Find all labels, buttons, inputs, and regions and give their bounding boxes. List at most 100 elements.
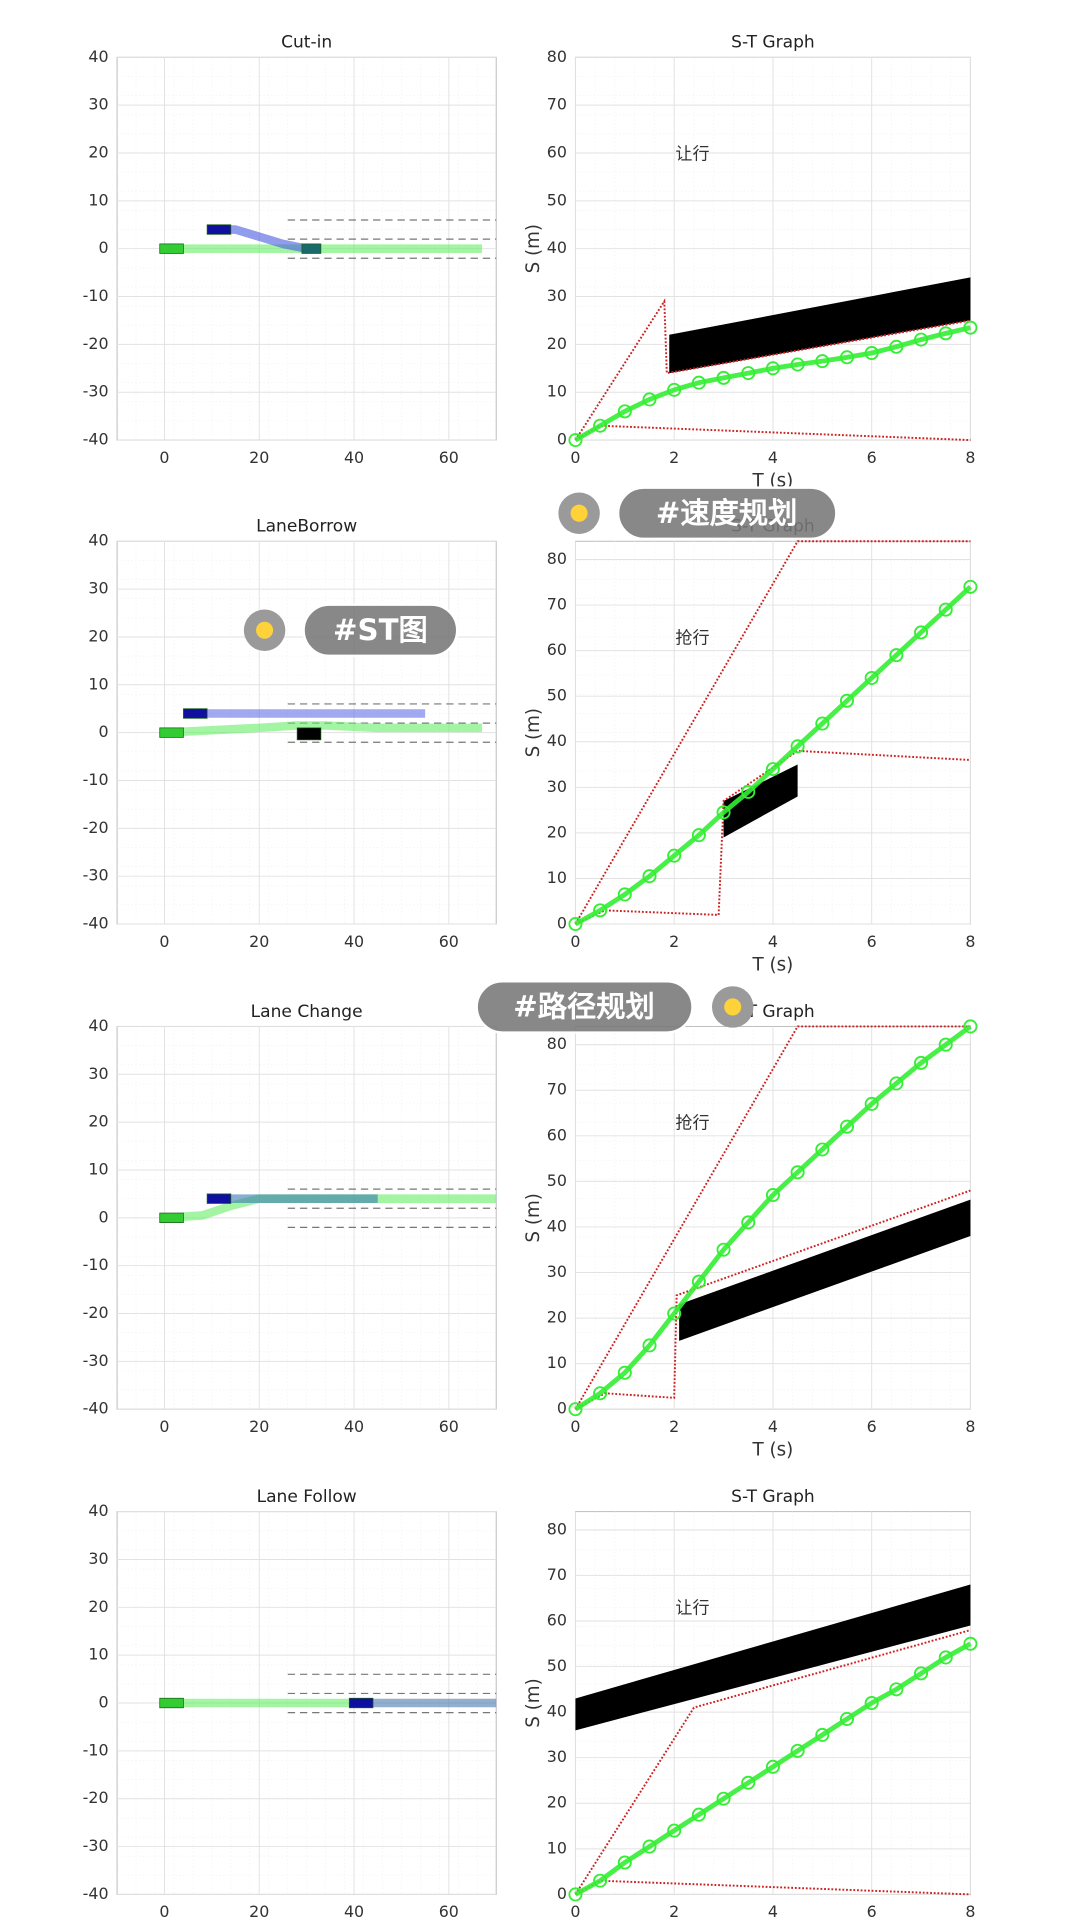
annotation: 抢行 — [675, 628, 709, 648]
x-tick-label: 2 — [669, 1902, 679, 1920]
trajectory-point — [617, 404, 632, 419]
y-tick-label: 30 — [88, 579, 108, 598]
y-tick-label: 70 — [547, 1080, 567, 1099]
y-tick-label: 40 — [88, 47, 108, 66]
tag-pill[interactable] — [616, 486, 838, 541]
y-tick-label: 60 — [547, 1610, 567, 1629]
x-tick-label: 60 — [439, 448, 459, 467]
trajectory-point — [716, 805, 731, 820]
y-tick-label: 30 — [88, 95, 108, 114]
x-tick-label: 4 — [768, 932, 778, 951]
tag-pill[interactable] — [302, 603, 459, 658]
x-tick-label: 40 — [344, 932, 364, 951]
trajectory-point — [642, 1839, 657, 1854]
trajectory-point — [864, 345, 879, 361]
trajectory-point — [963, 1019, 978, 1034]
vehicle-box — [206, 224, 232, 235]
tag-text[interactable]: #ST图 — [333, 613, 428, 647]
tag-text[interactable]: #速度规划 — [656, 496, 798, 530]
y-tick-label: 80 — [547, 1519, 567, 1538]
vehicle-box — [159, 1212, 184, 1223]
trajectory-point — [815, 354, 830, 369]
tag-pill[interactable] — [475, 980, 694, 1034]
trajectory-point — [938, 326, 953, 341]
trajectory-point — [963, 1636, 978, 1651]
trajectory-point — [963, 579, 978, 594]
trajectory-point — [889, 648, 904, 663]
tag-text[interactable]: #路径规划 — [513, 990, 655, 1024]
trajectory-point — [741, 784, 756, 799]
chart-panel: 0 20 40 60 -40 -30 -20 -10 0 10 20 30 40 LaneBorrow — [83, 517, 497, 951]
trajectory-point — [765, 762, 780, 777]
x-tick-label: 6 — [867, 448, 877, 467]
trajectory-point — [642, 869, 657, 884]
tag-dot-center — [570, 504, 588, 522]
obstacle — [723, 764, 798, 838]
x-tick-label: 20 — [249, 1902, 269, 1920]
trajectory-point — [667, 1823, 682, 1838]
trajectory-point — [790, 357, 805, 372]
tag-dot-center — [256, 621, 274, 639]
y-tick-label: 30 — [88, 1549, 108, 1568]
trajectory-point — [914, 1055, 929, 1070]
trajectory-point — [741, 1215, 756, 1230]
series-line — [164, 721, 482, 737]
y-tick-label: 0 — [98, 722, 108, 741]
y-tick-label: -10 — [83, 770, 109, 789]
y-tick-label: 50 — [547, 1171, 567, 1190]
y-tick-label: 50 — [547, 686, 567, 705]
y-tick-label: 10 — [88, 1645, 108, 1664]
trajectory-point — [716, 1791, 731, 1806]
x-tick-label: 6 — [867, 932, 877, 951]
y-tick-label: 40 — [88, 1016, 108, 1035]
trajectory-point — [691, 1807, 706, 1822]
x-tick-label: 0 — [570, 448, 580, 467]
series-line — [574, 585, 973, 927]
vehicle-box — [296, 727, 322, 741]
y-tick-label: 30 — [547, 1262, 567, 1281]
series-line — [574, 325, 971, 443]
x-tick-label: 6 — [867, 1902, 877, 1920]
x-tick-label: 0 — [570, 1902, 580, 1920]
obstacle — [575, 1584, 971, 1731]
vehicle-box — [159, 727, 184, 738]
chart-title: Cut-in — [281, 33, 332, 53]
trajectory-point — [568, 1402, 583, 1417]
y-tick-label: 20 — [88, 1112, 108, 1131]
y-tick-label: 20 — [88, 142, 108, 161]
y-tick-label: 70 — [547, 1565, 567, 1584]
y-tick-label: 60 — [547, 1125, 567, 1144]
y-tick-label: 10 — [547, 382, 567, 401]
x-tick-label: 2 — [669, 932, 679, 951]
y-tick-label: 10 — [547, 1838, 567, 1857]
x-tick-label: 20 — [249, 448, 269, 467]
tags: #速度规划 #ST图 #路径规划 — [243, 486, 838, 1034]
x-tick-label: 0 — [159, 932, 169, 951]
x-tick-label: 8 — [965, 448, 975, 467]
chart-title: S-T Graph — [731, 33, 815, 53]
y-tick-label: 20 — [547, 1308, 567, 1327]
trajectory-point — [667, 1306, 682, 1321]
y-tick-label: -20 — [83, 1303, 109, 1322]
x-tick-label: 2 — [669, 448, 679, 467]
trajectory-point — [938, 1037, 953, 1052]
annotation: 让行 — [675, 1599, 709, 1619]
obstacle — [679, 1199, 971, 1341]
annotation: 抢行 — [675, 1113, 709, 1133]
trajectory-point — [839, 693, 854, 708]
x-axis-label: T (s) — [752, 471, 794, 492]
trajectory-point — [914, 625, 929, 640]
x-tick-label: 60 — [439, 1417, 459, 1436]
y-axis-label: S (m) — [523, 224, 544, 273]
trajectory-point — [716, 1242, 731, 1257]
trajectory-point — [963, 320, 978, 335]
trajectory-point — [914, 332, 929, 347]
vehicle-box — [348, 1697, 374, 1709]
trajectory-point — [864, 1696, 879, 1711]
y-tick-label: 30 — [88, 1064, 108, 1083]
x-tick-label: 0 — [159, 448, 169, 467]
x-tick-label: 6 — [867, 1417, 877, 1436]
y-tick-label: -30 — [83, 382, 109, 401]
y-tick-label: 80 — [547, 1034, 567, 1053]
